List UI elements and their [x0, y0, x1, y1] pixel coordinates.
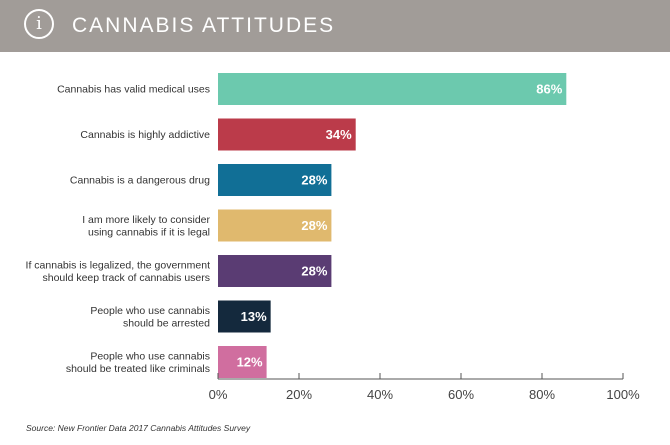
- header-bar: i CANNABIS ATTITUDES: [0, 0, 670, 52]
- bar-value-label: 12%: [237, 355, 263, 370]
- x-tick-label: 80%: [529, 387, 555, 402]
- category-label: People who use cannabis should be treated…: [66, 350, 210, 375]
- bar-group: 12% People who use cannabis should be trea…: [66, 346, 267, 378]
- category-label: I am more likely to consider using cannab…: [82, 214, 210, 239]
- x-tick-label: 0%: [209, 387, 228, 402]
- bar: [218, 164, 332, 196]
- bar: [218, 346, 267, 378]
- x-tick-label: 100%: [606, 387, 640, 402]
- x-tick-label: 40%: [367, 387, 393, 402]
- bar-value-label: 13%: [241, 309, 267, 324]
- x-tick-label: 60%: [448, 387, 474, 402]
- bar-value-label: 34%: [326, 127, 352, 142]
- bar-value-label: 28%: [301, 264, 327, 279]
- bar-group: 86% Cannabis has valid medical uses: [57, 73, 567, 105]
- bar: [218, 209, 332, 242]
- bar-group: 28% If cannabis is legalized, the governm…: [26, 255, 332, 287]
- category-label: Cannabis has valid medical uses: [57, 84, 210, 96]
- category-label: Cannabis is a dangerous drug: [70, 175, 210, 187]
- category-label: People who use cannabis should be arreste…: [90, 305, 210, 330]
- bar-group: 28% I am more likely to consider using can…: [82, 209, 332, 242]
- info-icon: i: [24, 9, 54, 39]
- bar-value-label: 86%: [536, 82, 562, 97]
- source-note: Source: New Frontier Data 2017 Cannabis …: [26, 423, 251, 433]
- chart-title: CANNABIS ATTITUDES: [72, 14, 336, 37]
- bar-value-label: 28%: [301, 173, 327, 188]
- bar: [218, 73, 567, 105]
- bar-chart: 86% Cannabis has valid medical uses 34% Can…: [26, 73, 640, 402]
- bar: [218, 300, 271, 333]
- bar: [218, 255, 332, 287]
- bar-group: 13% People who use cannabis should be arre…: [90, 300, 271, 333]
- category-label: Cannabis is highly addictive: [80, 129, 210, 141]
- bar-value-label: 28%: [301, 218, 327, 233]
- bar: [218, 118, 356, 151]
- bar-group: 34% Cannabis is highly addictive: [80, 118, 356, 151]
- category-label: If cannabis is legalized, the government…: [26, 259, 211, 284]
- x-tick-label: 20%: [286, 387, 312, 402]
- bar-group: 28% Cannabis is a dangerous drug: [70, 164, 332, 196]
